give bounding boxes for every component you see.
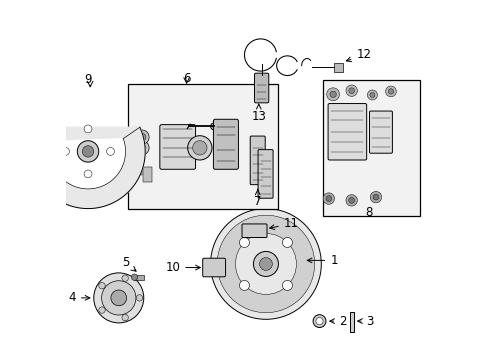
FancyBboxPatch shape xyxy=(327,104,366,160)
FancyBboxPatch shape xyxy=(254,73,268,103)
Text: 2: 2 xyxy=(329,315,346,328)
Text: 7: 7 xyxy=(253,189,261,208)
Text: 9: 9 xyxy=(84,73,92,86)
Circle shape xyxy=(348,198,354,203)
Text: 6: 6 xyxy=(183,72,190,85)
Circle shape xyxy=(369,192,381,203)
Circle shape xyxy=(99,283,105,289)
Text: 5: 5 xyxy=(122,256,136,271)
Circle shape xyxy=(253,251,278,276)
Circle shape xyxy=(348,88,354,94)
Circle shape xyxy=(77,141,99,162)
Circle shape xyxy=(372,194,378,200)
Circle shape xyxy=(135,141,149,155)
Bar xyxy=(323,80,419,216)
Circle shape xyxy=(136,295,142,301)
Bar xyxy=(349,312,353,332)
Text: 10: 10 xyxy=(165,261,200,274)
Text: 4: 4 xyxy=(68,291,90,305)
FancyBboxPatch shape xyxy=(203,258,225,277)
Circle shape xyxy=(99,307,105,313)
Circle shape xyxy=(61,148,69,156)
FancyBboxPatch shape xyxy=(258,150,272,198)
Circle shape xyxy=(345,195,357,206)
Circle shape xyxy=(345,85,357,96)
Bar xyxy=(142,167,152,182)
Circle shape xyxy=(387,89,393,94)
Circle shape xyxy=(369,93,374,98)
Circle shape xyxy=(122,275,128,282)
Bar xyxy=(132,160,142,175)
Circle shape xyxy=(210,208,321,319)
Text: 3: 3 xyxy=(357,315,373,328)
Circle shape xyxy=(84,125,92,133)
Text: 13: 13 xyxy=(251,104,265,123)
Circle shape xyxy=(138,133,145,141)
Circle shape xyxy=(84,170,92,178)
Text: 11: 11 xyxy=(269,217,298,230)
Circle shape xyxy=(111,290,126,306)
Circle shape xyxy=(239,238,249,247)
FancyBboxPatch shape xyxy=(369,111,391,153)
Bar xyxy=(128,84,278,208)
Circle shape xyxy=(312,315,325,328)
Circle shape xyxy=(259,257,272,270)
Text: 12: 12 xyxy=(346,49,370,62)
FancyBboxPatch shape xyxy=(250,136,264,185)
Bar xyxy=(333,63,342,72)
Circle shape xyxy=(326,88,339,101)
Polygon shape xyxy=(50,139,125,189)
Circle shape xyxy=(366,90,377,100)
Text: 8: 8 xyxy=(365,206,372,219)
Circle shape xyxy=(135,130,149,144)
Circle shape xyxy=(94,273,143,323)
FancyBboxPatch shape xyxy=(213,119,238,169)
Circle shape xyxy=(239,280,249,291)
FancyBboxPatch shape xyxy=(242,224,266,238)
Circle shape xyxy=(325,196,331,202)
Circle shape xyxy=(217,215,314,313)
Circle shape xyxy=(192,141,206,155)
Circle shape xyxy=(323,193,334,204)
Bar xyxy=(134,275,143,280)
Polygon shape xyxy=(31,127,145,208)
Text: 1: 1 xyxy=(306,254,337,267)
Circle shape xyxy=(315,318,323,325)
Circle shape xyxy=(282,280,292,291)
Circle shape xyxy=(122,314,128,321)
Circle shape xyxy=(282,238,292,247)
Circle shape xyxy=(187,136,212,160)
FancyBboxPatch shape xyxy=(160,125,195,169)
Circle shape xyxy=(385,86,395,97)
Circle shape xyxy=(138,144,145,152)
Circle shape xyxy=(210,123,217,130)
Circle shape xyxy=(102,281,136,315)
Circle shape xyxy=(82,146,94,157)
Circle shape xyxy=(131,274,138,280)
Circle shape xyxy=(106,148,114,156)
Circle shape xyxy=(235,234,296,294)
Circle shape xyxy=(329,91,336,98)
